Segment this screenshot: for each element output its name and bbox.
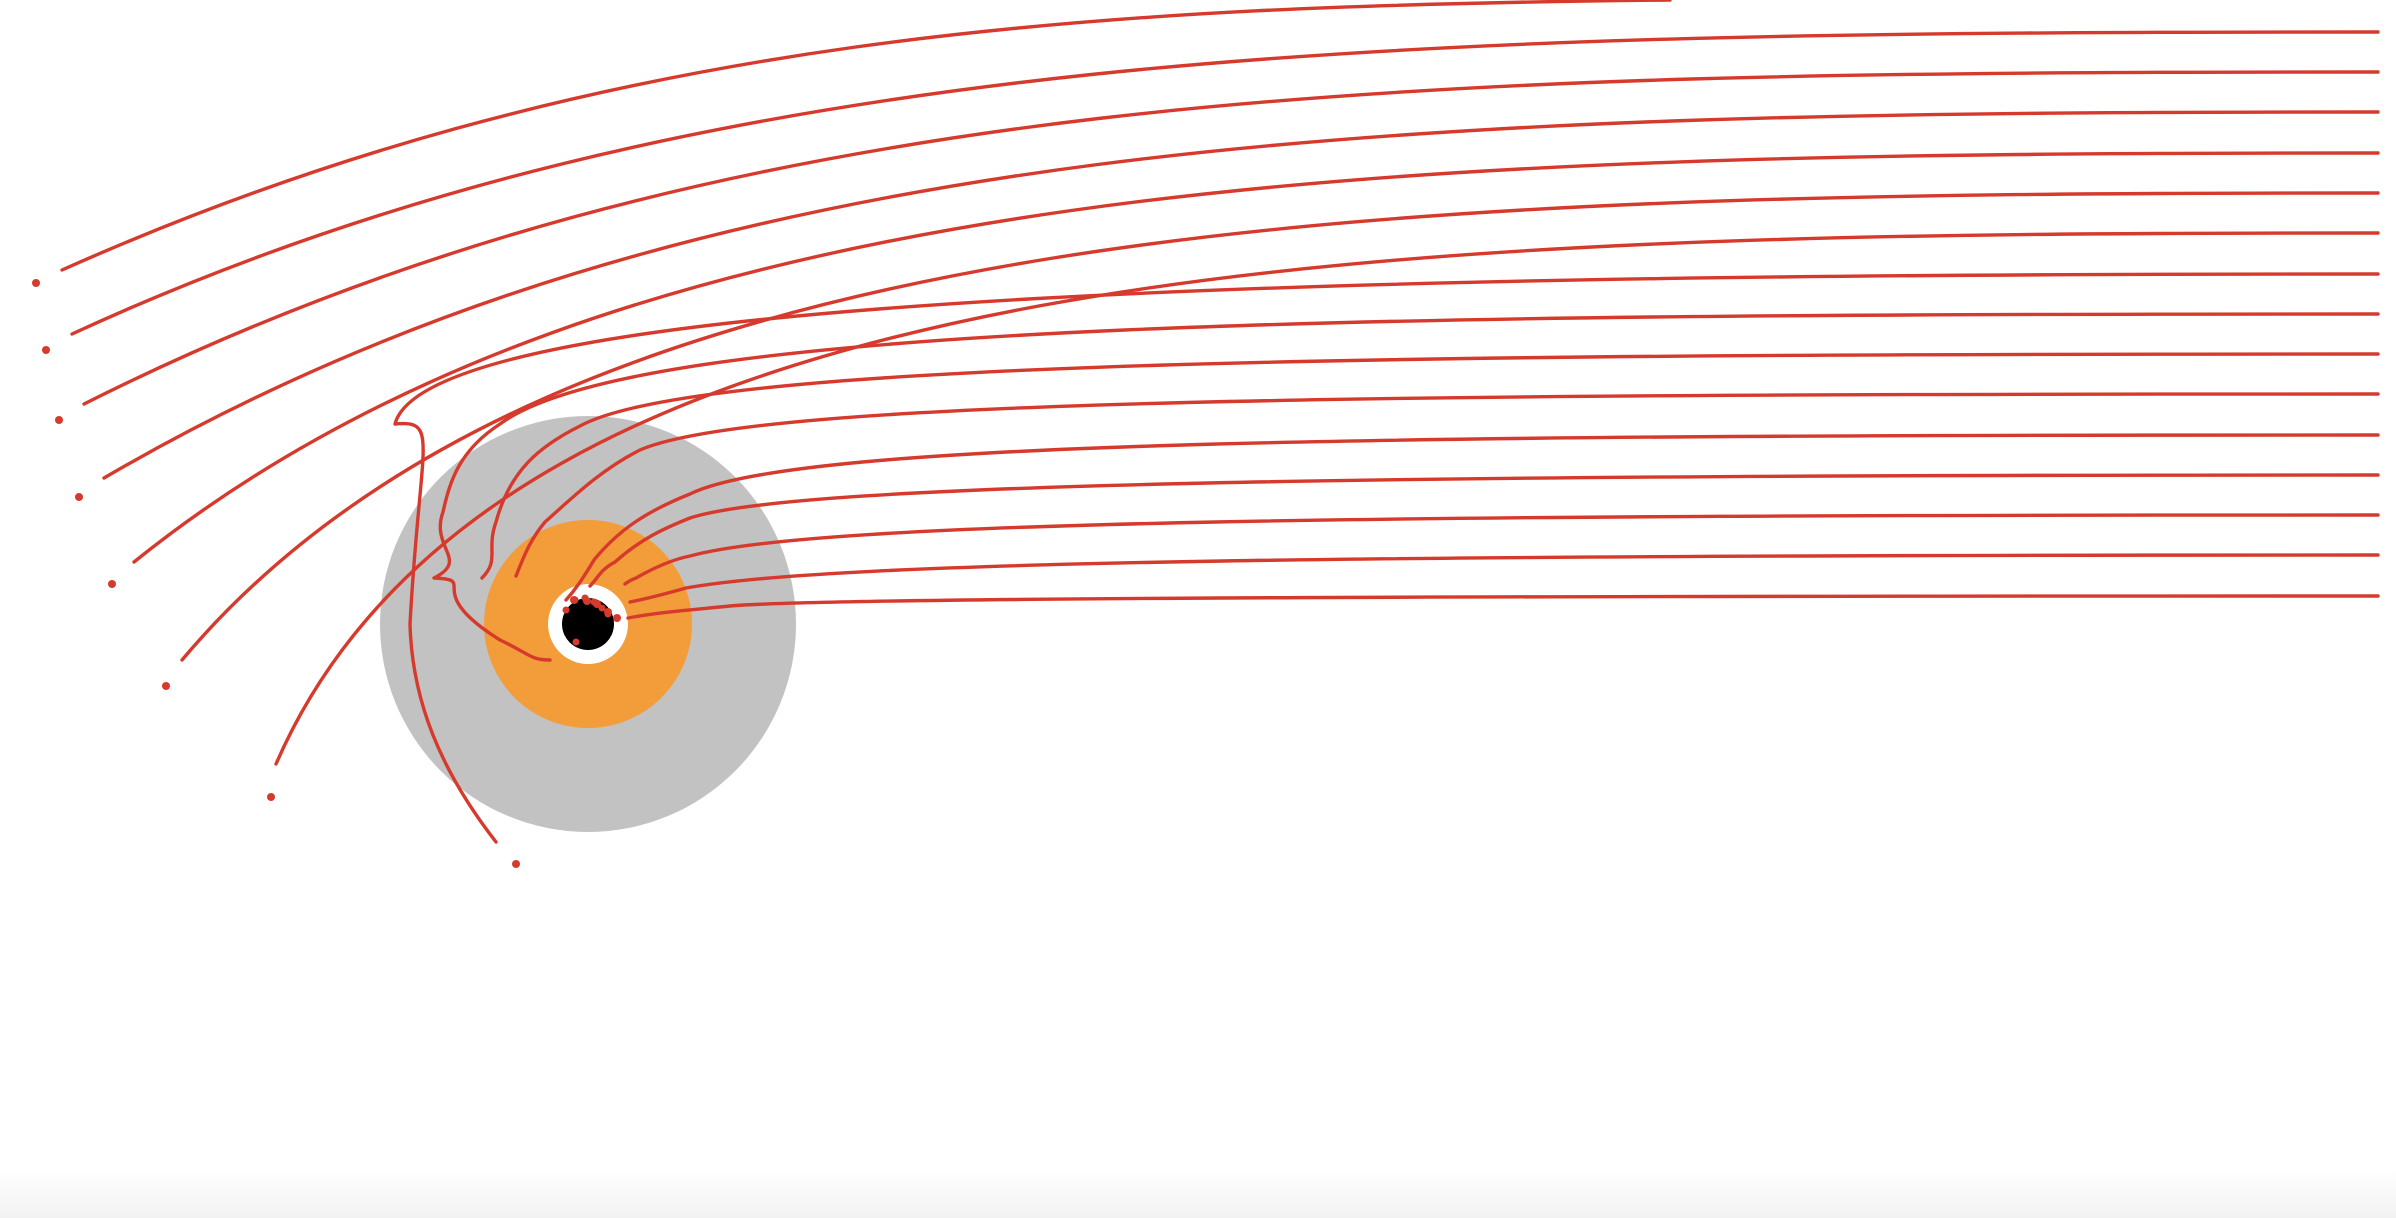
trajectory-5	[132, 151, 2380, 564]
capture-point-1	[562, 606, 570, 614]
trajectory-endpoint-3	[55, 416, 63, 424]
trajectory-endpoint-7	[267, 793, 275, 801]
trajectory-14	[623, 513, 2380, 586]
trajectory-2	[70, 30, 2380, 336]
trajectory-endpoint-5	[108, 580, 116, 588]
trajectory-15	[628, 553, 2380, 604]
trajectory-endpoint-2	[42, 346, 50, 354]
black-hole-core	[562, 598, 614, 650]
trajectory-10	[480, 352, 2380, 580]
capture-point-6	[604, 610, 612, 618]
trajectory-1	[60, 0, 1672, 272]
trajectory-9	[432, 312, 2380, 662]
trajectory-12	[564, 433, 2380, 602]
capture-point-4	[590, 598, 598, 606]
trajectory-4	[102, 110, 2380, 480]
trajectory-endpoint-1	[32, 279, 40, 287]
capture-point-5	[598, 604, 606, 612]
trajectory-3	[82, 70, 2380, 406]
trajectories	[60, 0, 2380, 844]
trajectory-8	[393, 272, 2380, 844]
trajectory-endpoint-4	[75, 493, 83, 501]
capture-point-3	[581, 594, 589, 602]
trajectory-6	[180, 191, 2380, 662]
trajectory-13	[588, 473, 2380, 588]
trajectory-endpoint-16	[613, 614, 621, 622]
trajectory-7	[274, 231, 2380, 766]
trajectory-11	[514, 392, 2380, 578]
regions	[380, 416, 796, 832]
trajectory-endpoint-8	[512, 860, 520, 868]
capture-point-2	[571, 596, 579, 604]
capture-point-7	[572, 638, 580, 646]
trajectory-endpoints	[32, 279, 621, 868]
trajectory-endpoint-6	[162, 682, 170, 690]
trajectory-16	[626, 594, 2380, 620]
